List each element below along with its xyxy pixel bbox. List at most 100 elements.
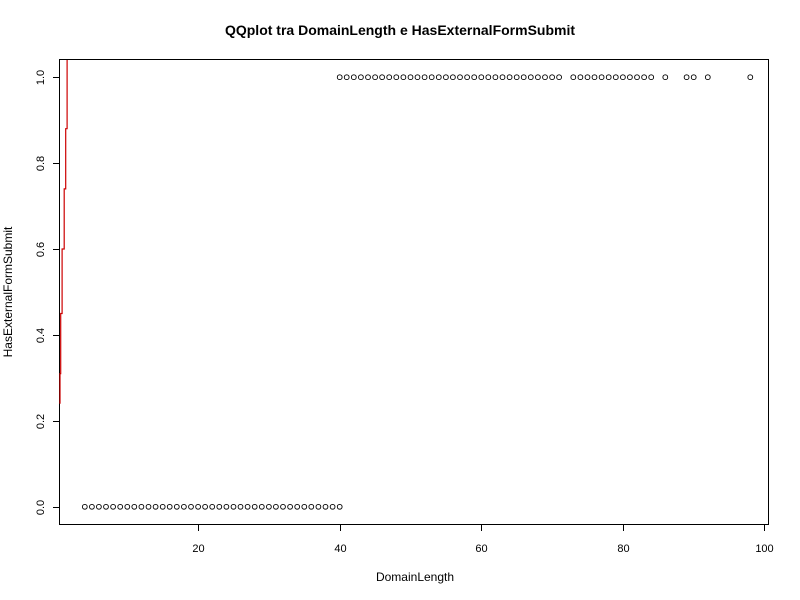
- data-point: [124, 503, 131, 510]
- data-point: [704, 74, 711, 81]
- data-points: [81, 74, 754, 510]
- data-point: [570, 74, 577, 81]
- reference-line: [59, 60, 68, 404]
- data-point: [202, 503, 208, 510]
- data-point: [690, 74, 697, 81]
- data-point: [527, 74, 534, 81]
- data-point: [237, 503, 244, 510]
- data-point: [89, 503, 95, 510]
- data-point: [209, 503, 216, 510]
- data-point: [308, 503, 315, 510]
- data-point: [81, 503, 88, 510]
- data-point: [485, 74, 492, 81]
- data-point: [152, 503, 159, 510]
- data-point: [605, 74, 612, 81]
- reference-line-path: [59, 60, 68, 404]
- y-axis-label: HasExternalFormSubmit: [1, 226, 15, 358]
- data-point: [131, 503, 138, 510]
- data-point: [683, 74, 690, 81]
- data-point: [273, 503, 279, 510]
- data-point: [280, 503, 286, 510]
- plot-frame: [59, 59, 769, 525]
- data-point: [372, 74, 378, 81]
- data-point: [188, 503, 194, 510]
- y-tick-label: 0.6: [35, 242, 47, 257]
- data-point: [103, 503, 109, 510]
- data-point: [478, 74, 485, 81]
- data-point: [471, 74, 478, 81]
- data-point: [627, 74, 633, 81]
- data-point: [520, 74, 527, 81]
- data-point: [513, 74, 520, 81]
- data-point: [244, 503, 251, 510]
- data-point: [166, 503, 173, 510]
- data-point: [195, 503, 201, 510]
- data-point: [435, 74, 442, 81]
- y-tick-label: 0.2: [35, 414, 47, 429]
- data-point: [577, 74, 584, 81]
- data-point: [287, 503, 293, 510]
- data-point: [266, 503, 272, 510]
- data-point: [492, 74, 499, 81]
- data-point: [662, 74, 669, 81]
- data-point: [181, 503, 187, 510]
- chart-title: QQplot tra DomainLength e HasExternalFor…: [224, 22, 576, 38]
- data-point: [350, 74, 357, 81]
- data-point: [591, 74, 598, 81]
- data-point: [612, 74, 619, 81]
- data-point: [216, 503, 223, 510]
- data-point: [386, 74, 393, 81]
- data-point: [230, 503, 237, 510]
- data-point: [648, 74, 655, 81]
- data-point: [393, 74, 400, 81]
- x-tick-label: 60: [475, 543, 487, 555]
- data-point: [428, 74, 435, 81]
- data-point: [294, 503, 301, 510]
- y-tick-label: 1.0: [35, 70, 47, 85]
- data-point: [443, 74, 449, 81]
- x-axis: 20 40 60 80 100: [192, 524, 774, 555]
- y-tick-label: 0.8: [35, 156, 47, 171]
- data-point: [173, 503, 180, 510]
- x-tick-label: 80: [617, 543, 629, 555]
- data-point: [499, 74, 506, 81]
- data-point: [549, 74, 555, 81]
- data-point: [159, 503, 166, 510]
- data-point: [322, 503, 329, 510]
- data-point: [414, 74, 421, 81]
- data-point: [343, 74, 350, 81]
- data-point: [747, 74, 754, 81]
- y-tick-label: 0.0: [35, 500, 47, 515]
- data-point: [400, 74, 407, 81]
- data-point: [336, 503, 343, 510]
- data-point: [535, 74, 541, 81]
- data-point: [301, 503, 308, 510]
- data-point: [365, 74, 371, 81]
- x-axis-label: DomainLength: [375, 570, 455, 584]
- data-point: [620, 74, 626, 81]
- y-tick-label: 0.4: [35, 328, 47, 343]
- x-tick-label: 40: [334, 543, 346, 555]
- data-point: [421, 74, 428, 81]
- data-point: [407, 74, 414, 81]
- data-point: [329, 503, 336, 510]
- data-point: [358, 74, 364, 81]
- data-point: [506, 74, 513, 81]
- data-point: [110, 503, 116, 510]
- data-point: [145, 503, 152, 510]
- data-point: [258, 503, 265, 510]
- data-point: [379, 74, 385, 81]
- data-point: [336, 74, 343, 81]
- data-point: [96, 503, 102, 510]
- data-point: [556, 74, 562, 81]
- x-tick-label: 100: [755, 543, 773, 555]
- x-tick-label: 20: [192, 543, 204, 555]
- data-point: [117, 503, 124, 510]
- data-point: [251, 503, 258, 510]
- data-point: [598, 74, 605, 81]
- data-point: [457, 74, 463, 81]
- data-point: [450, 74, 456, 81]
- data-point: [542, 74, 548, 81]
- data-point: [464, 74, 470, 81]
